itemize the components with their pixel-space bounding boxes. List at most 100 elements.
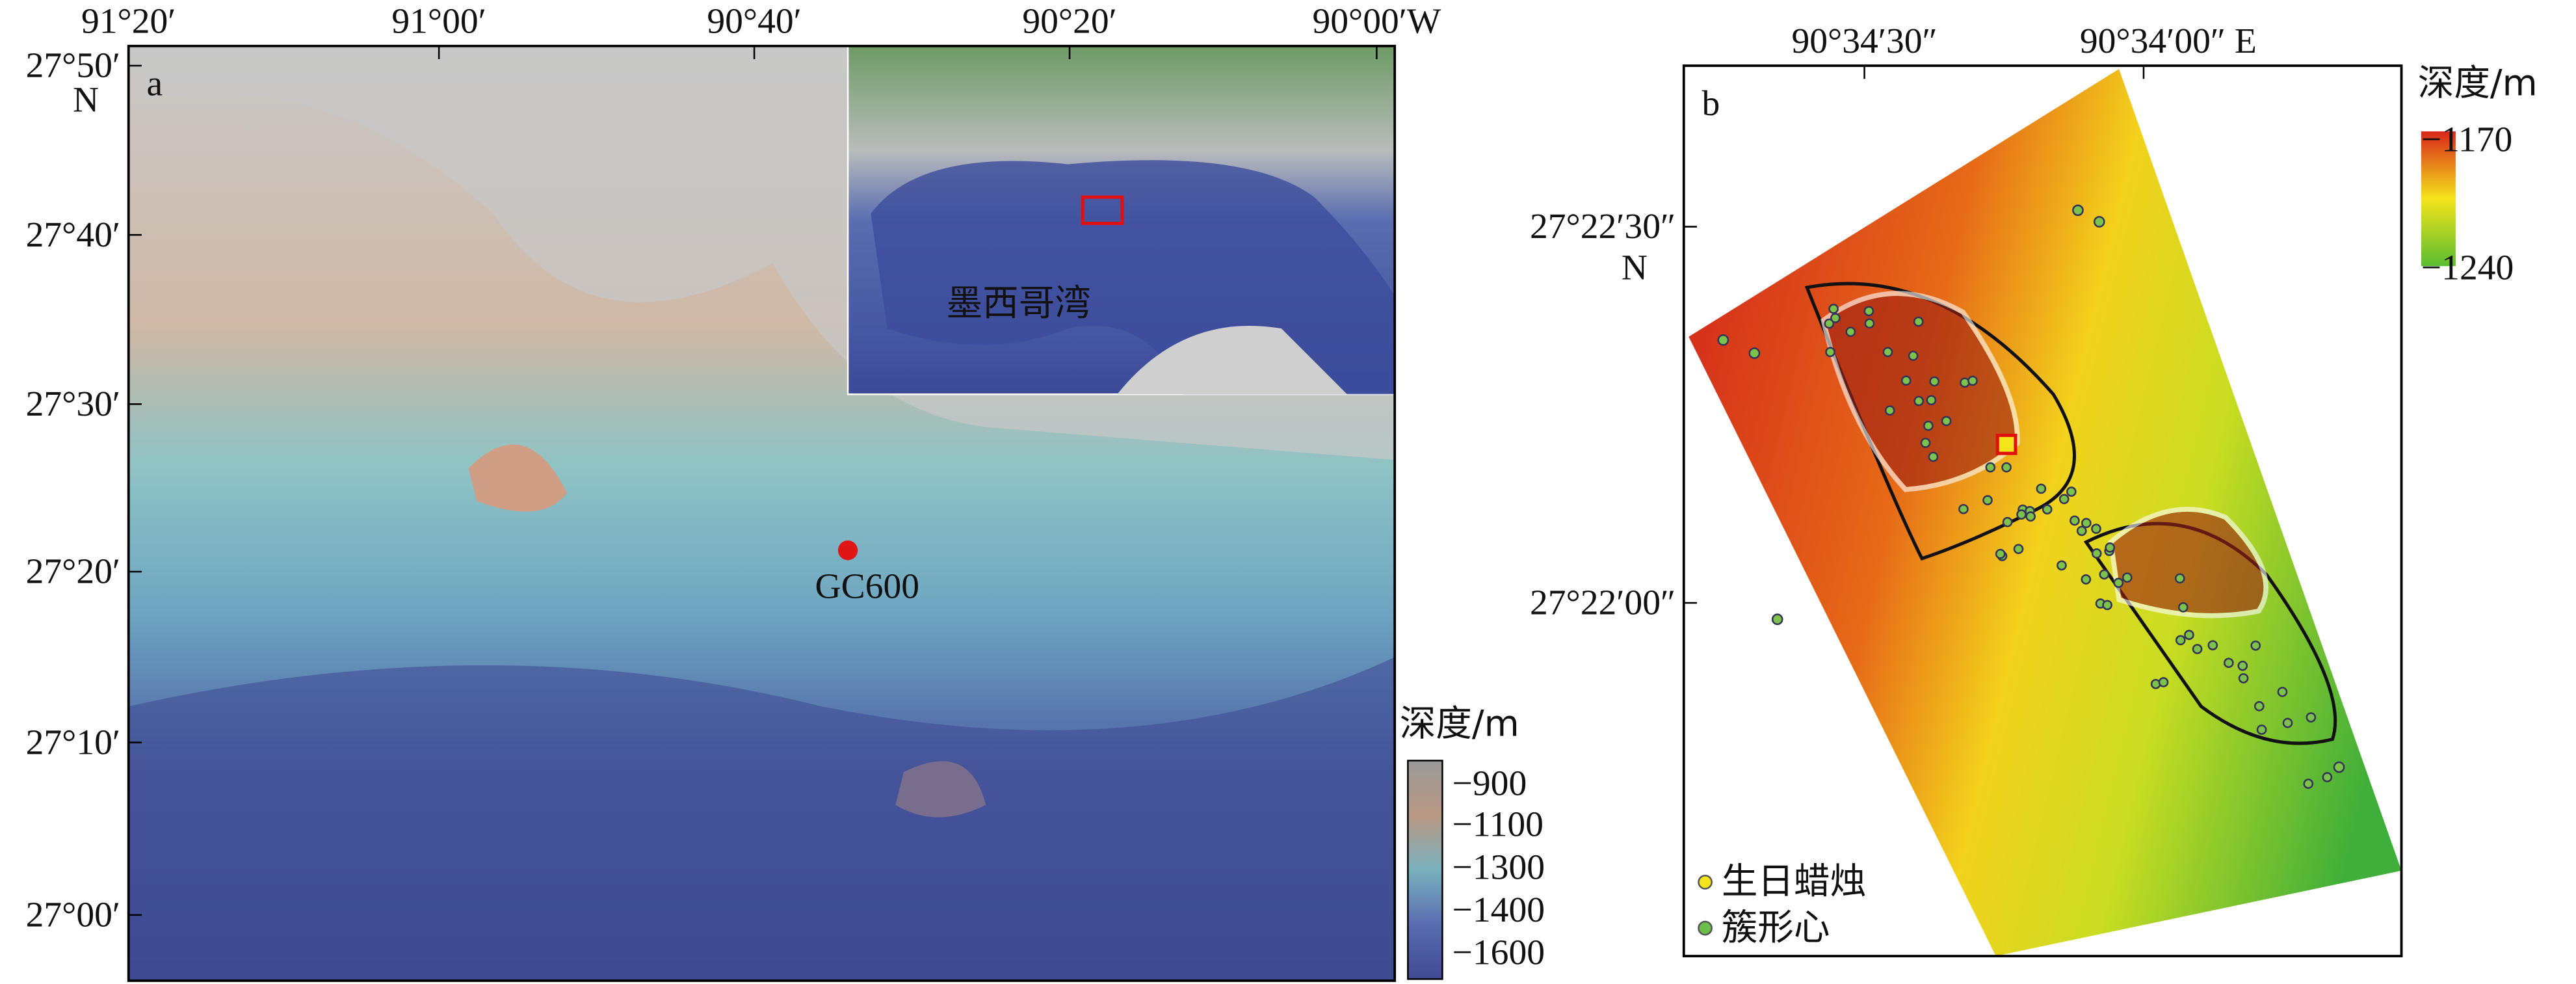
centroid [2066,486,2077,497]
colorbar-label: −1400 [1452,890,1545,930]
site-label: GC600 [815,566,919,606]
seep-area [2108,507,2268,618]
y-tick-label: 27°00′ [26,895,120,935]
north-label: N [1622,247,1648,287]
centroid [2256,725,2267,735]
centroid [2322,772,2333,782]
colorbar-title: 深度/m [1400,703,1519,745]
centroid [2303,778,2314,789]
centroid [1941,416,1952,427]
centroid [2091,524,2101,534]
centroid [2178,602,2188,613]
frame-a [127,44,1397,982]
colorbar-label: −1600 [1452,933,1545,973]
centroid [2113,578,2124,589]
frame-b [1682,64,2403,957]
centroid [1958,503,1969,514]
centroid [1864,318,1875,329]
centroid [2174,573,2185,584]
centroid [2099,569,2110,580]
centroid [1828,304,1839,314]
centroid [1771,613,1783,626]
legend-label: 生日蜡烛 [1722,860,1866,903]
centroid [2192,644,2203,654]
centroid [1985,462,1996,473]
inset-box [1081,195,1124,226]
centroid [2122,572,2133,583]
centroid [2058,494,2070,505]
centroid [1923,420,1934,431]
centroid [2036,483,2047,494]
abyssal-plain [128,657,1395,981]
centroid [2081,518,2092,529]
centroid [1920,438,1931,448]
x-tick-label: 90°40′ [707,1,801,42]
centroid [2175,635,2186,646]
centroid [2025,511,2036,522]
centroid [2013,544,2024,554]
centroid [1982,495,1993,505]
colorbar-label: −1170 [2421,119,2512,159]
centroid [2184,630,2194,641]
centroid [1830,313,1841,323]
centroid [1908,351,1919,361]
panel-label: a [147,64,163,104]
legend-label: 簇形心 [1722,907,1830,949]
inset-label: 墨西哥湾 [947,282,1091,325]
y-tick-label: 27°22′00″ [1530,583,1676,623]
centroid [1863,306,1874,317]
legend-marker [1698,875,1713,890]
y-tick-label: 27°10′ [26,722,120,762]
centroid [2207,640,2218,650]
centroid [2091,548,2102,559]
colorbar-label: −1300 [1452,847,1545,887]
centroid [2254,701,2265,711]
centroid [1748,347,1761,359]
x-tick-label: 90°34′00″ E [2080,21,2257,61]
centroid [2237,660,2248,671]
centroid [1967,375,1978,386]
inset-land [1117,325,1347,395]
x-tick-label: 91°00′ [391,1,486,42]
centroid [1900,375,1912,386]
centroid [2158,677,2169,687]
y-tick-label: 27°30′ [26,384,120,424]
centroid [2306,712,2317,723]
y-tick-label: 27°50′ [26,46,120,86]
north-label: N [73,80,99,120]
x-tick-label: 90°34′30″ [1792,21,1938,61]
centroid [2282,717,2293,728]
centroid [1884,405,1895,416]
centroid [2277,687,2288,697]
x-tick-label: 90°20′ [1022,1,1116,42]
centroid [2093,216,2105,228]
centroid [1825,347,1835,358]
centroid [1995,548,2006,559]
colorbar-a [1407,760,1443,980]
colorbar-labels: −900−1100−1300−1400−1600 [1452,764,1545,973]
y-tick-label: 27°20′ [26,552,120,592]
y-tick-label: 27°22′30″ [1530,206,1676,246]
site-marker [837,540,858,561]
centroid [1845,326,1856,338]
centroid [1882,347,1893,358]
centroid [1913,316,1924,327]
centroid [2042,504,2053,515]
centroid [2016,509,2027,520]
centroid [2081,574,2092,585]
candle-marker [1995,433,2017,455]
colorbar-b [2421,131,2456,267]
centroid [2076,525,2087,537]
axis-a: 91°20′ 91°00′ 90°40′ 90°20′ 90°00′W 27°50′ 27°… [26,1,1441,935]
centroid [2105,542,2116,553]
centroid [2002,516,2013,527]
centroid [1913,395,1925,406]
centroid [2072,204,2084,217]
centroid [2001,462,2012,473]
centroid [1926,395,1937,406]
centroids [1717,204,2345,789]
x-tick-label: 90°00′W [1312,1,1441,42]
